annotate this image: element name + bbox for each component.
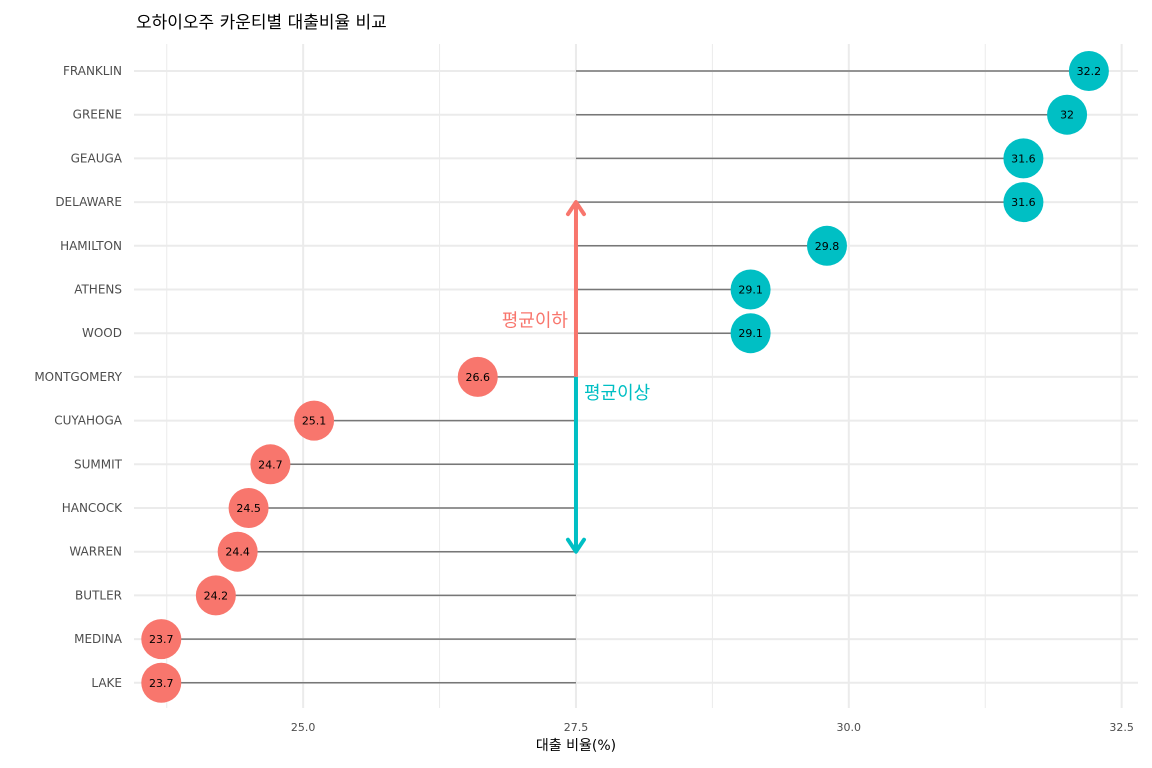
- data-point: [217, 531, 258, 572]
- data-label: 31.6: [1011, 196, 1036, 209]
- x-tick-label: 25.0: [291, 721, 316, 734]
- data-label: 24.7: [258, 458, 283, 471]
- data-label: 32.2: [1077, 65, 1102, 78]
- x-tick-label: 32.5: [1109, 721, 1134, 734]
- arrow-below-mean-head: [565, 200, 586, 217]
- chart-title: 오하이오주 카운티별 대출비율 비교: [136, 13, 387, 33]
- y-tick-label: FRANKLIN: [63, 64, 122, 78]
- data-label: 24.2: [204, 589, 229, 602]
- data-point: [1003, 138, 1044, 179]
- data-point: [294, 400, 335, 441]
- data-label: 24.4: [225, 546, 250, 559]
- data-label: 31.6: [1011, 152, 1036, 165]
- data-label: 29.1: [738, 327, 763, 340]
- x-tick-label: 30.0: [837, 721, 862, 734]
- y-tick-label: ATHENS: [74, 283, 122, 297]
- data-label: 23.7: [149, 633, 174, 646]
- y-tick-label: MONTGOMERY: [34, 370, 122, 384]
- data-point: [141, 619, 182, 660]
- y-tick-label: HAMILTON: [60, 239, 122, 253]
- y-tick-label: HANCOCK: [62, 501, 123, 515]
- y-tick-label: WOOD: [82, 326, 122, 340]
- y-tick-label: LAKE: [91, 676, 122, 690]
- y-tick-label: GEAUGA: [71, 151, 123, 165]
- y-tick-label: CUYAHOGA: [54, 414, 123, 428]
- data-label: 29.1: [738, 284, 763, 297]
- y-tick-label: BUTLER: [75, 588, 122, 602]
- data-point: [195, 575, 236, 616]
- data-label: 25.1: [302, 415, 327, 428]
- y-tick-label: GREENE: [73, 108, 122, 122]
- annotation-below-mean: 평균이하: [502, 311, 569, 332]
- x-tick-label: 27.5: [564, 721, 589, 734]
- data-label: 32: [1060, 109, 1074, 122]
- data-point: [141, 662, 182, 703]
- y-tick-label: DELAWARE: [55, 195, 122, 209]
- data-point: [730, 269, 771, 310]
- y-tick-label: MEDINA: [74, 632, 123, 646]
- data-label: 24.5: [236, 502, 261, 515]
- annotation-above-mean: 평균이상: [584, 383, 650, 404]
- data-point: [457, 356, 498, 397]
- data-label: 29.8: [815, 240, 840, 253]
- x-axis-label: 대출 비율(%): [535, 738, 617, 754]
- data-point: [1047, 94, 1088, 135]
- y-tick-label: SUMMIT: [74, 457, 123, 471]
- data-point: [1068, 51, 1109, 91]
- y-tick-label: WARREN: [69, 545, 122, 559]
- data-point: [1003, 182, 1044, 223]
- data-point: [806, 225, 847, 266]
- data-label: 23.7: [149, 677, 174, 690]
- data-point: [228, 488, 269, 528]
- data-point: [250, 444, 291, 485]
- data-point: [730, 313, 771, 354]
- arrow-above-mean-head: [565, 537, 586, 554]
- data-label: 26.6: [466, 371, 491, 384]
